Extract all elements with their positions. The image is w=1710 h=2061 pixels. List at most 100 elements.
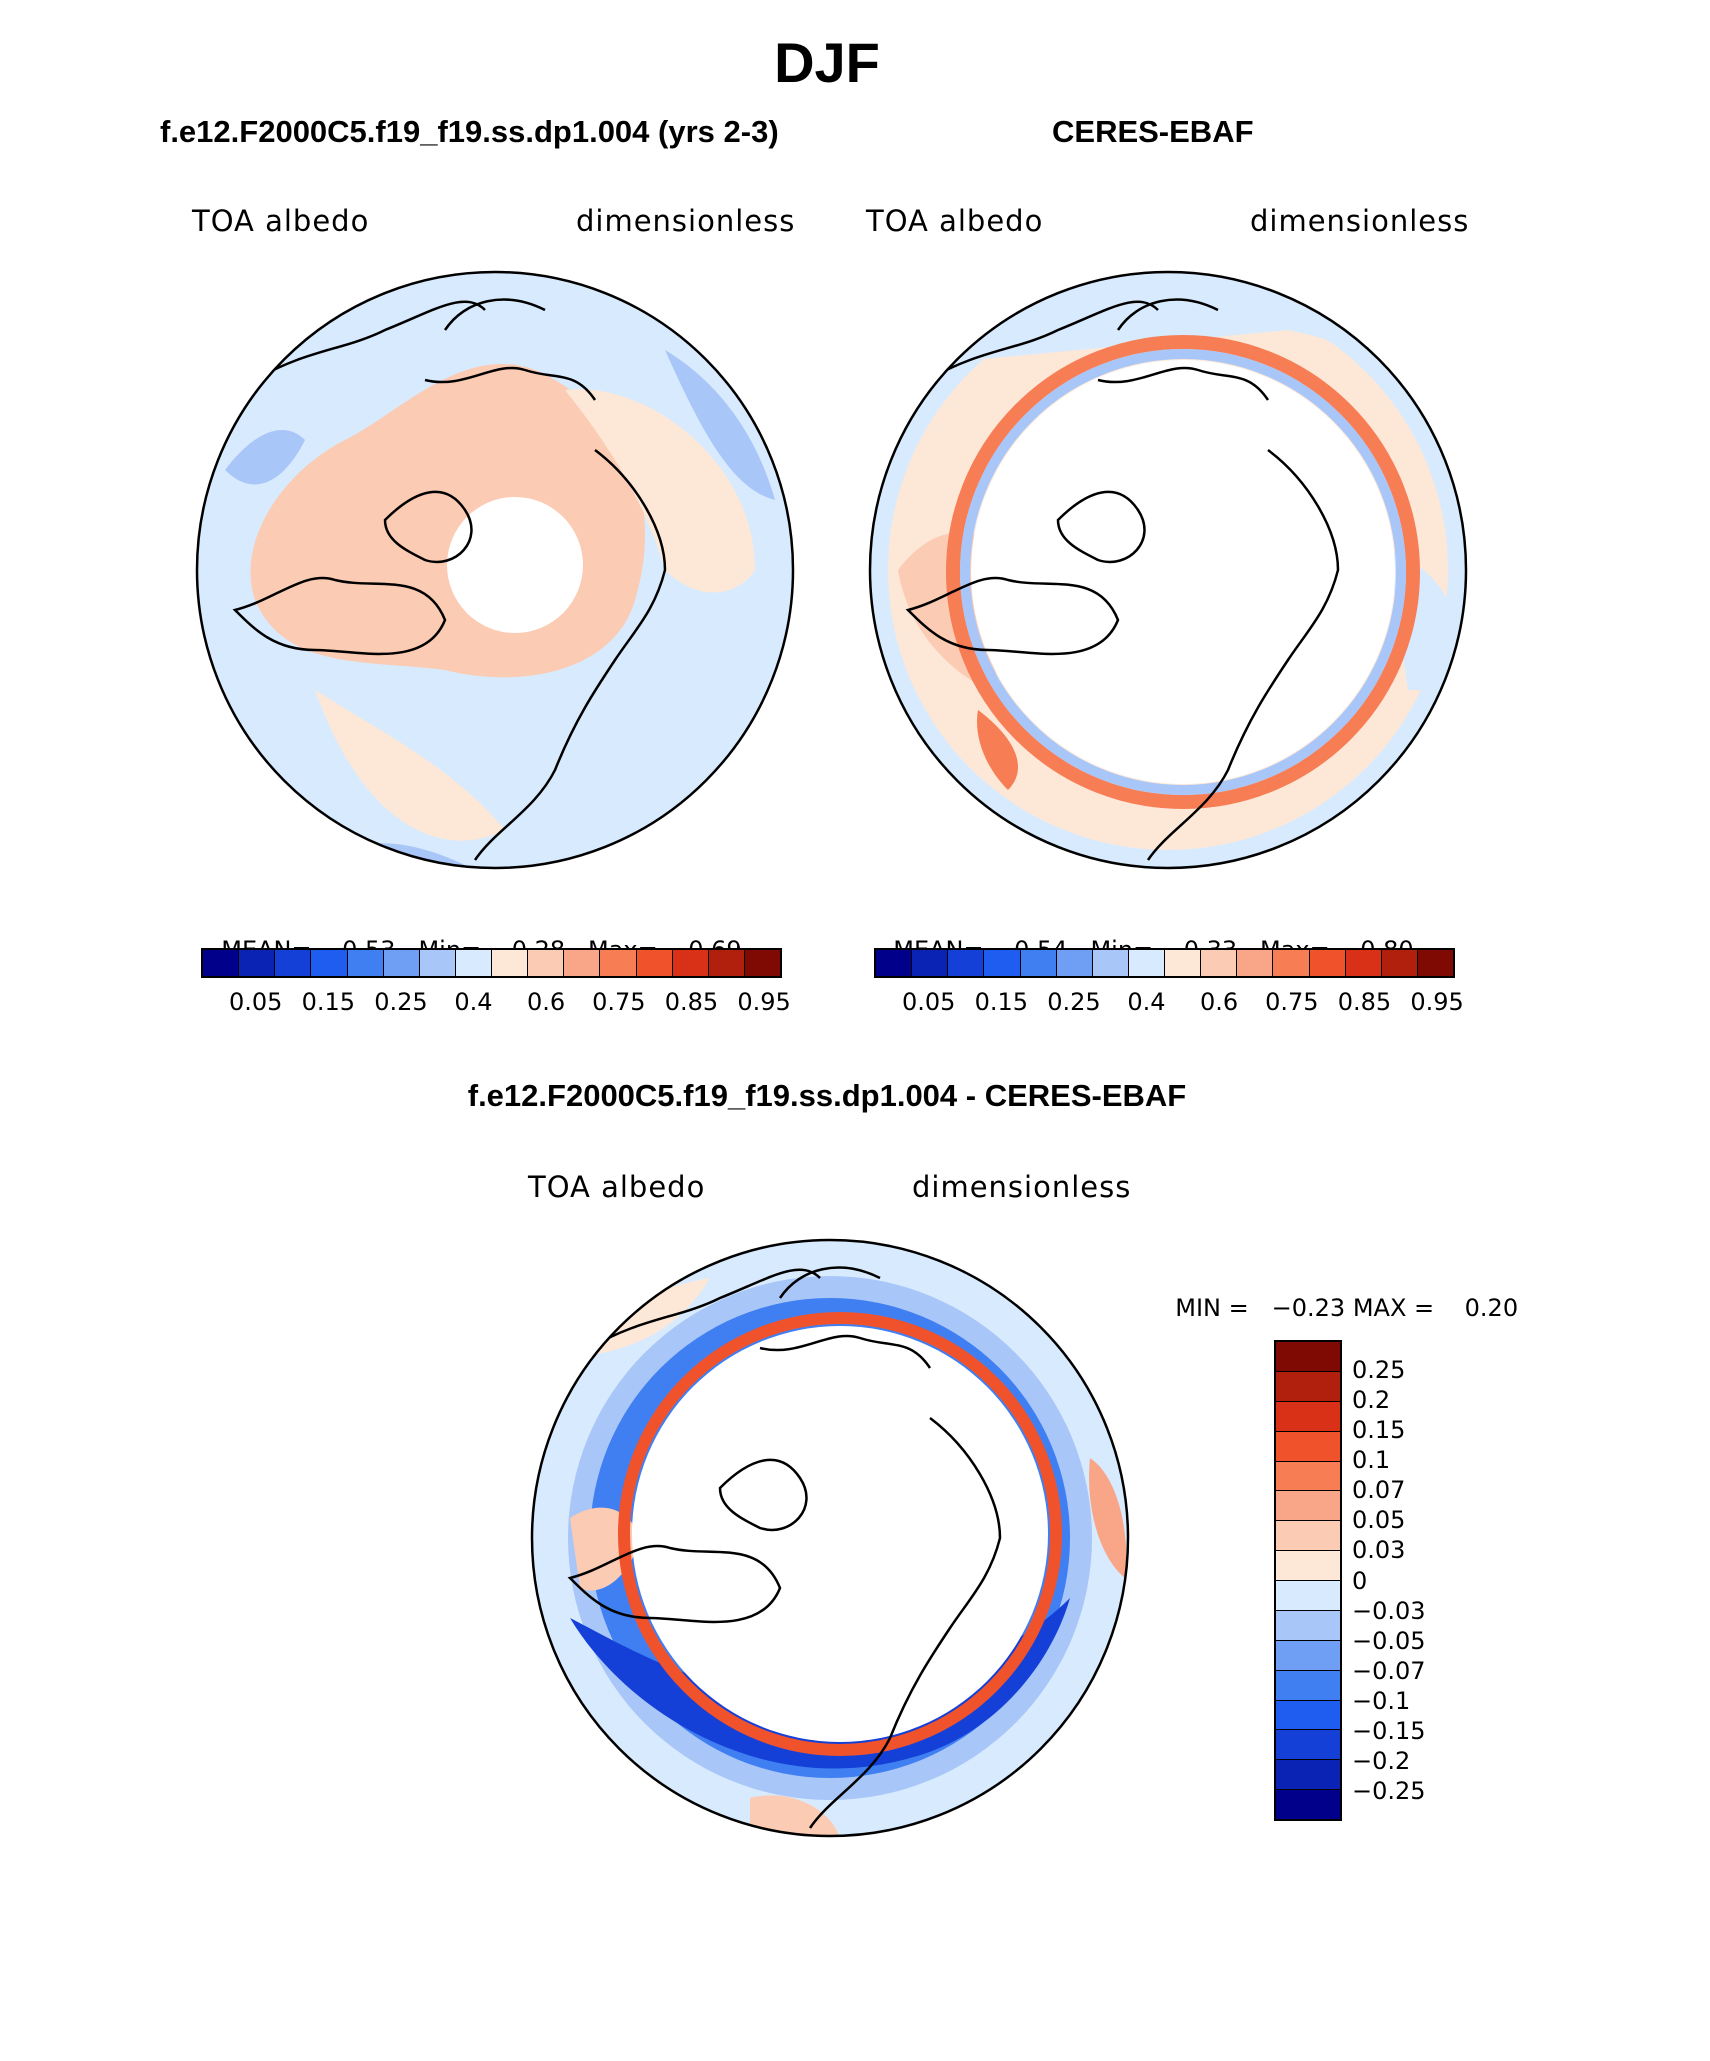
colorbar-swatch xyxy=(492,950,529,976)
colorbar-swatch xyxy=(1345,950,1382,976)
colorbar-swatch xyxy=(383,950,420,976)
diff-units-label: dimensionless xyxy=(912,1170,1132,1204)
diff-title: f.e12.F2000C5.f19_f19.ss.dp1.004 - CERES… xyxy=(467,1078,1187,1113)
colorbar-swatch xyxy=(1381,950,1418,976)
polar-night-no-data xyxy=(447,497,583,633)
pale-warm-region-south xyxy=(315,690,505,841)
colorbar-swatch xyxy=(636,950,673,976)
diff-min-label: MIN = xyxy=(1175,1294,1249,1322)
colorbar-swatch xyxy=(1237,950,1274,976)
colorbar-swatch xyxy=(203,950,240,976)
colorbar-tick-label: −0.1 xyxy=(1352,1686,1411,1715)
colorbar-tick-label: 0.03 xyxy=(1352,1536,1406,1565)
model-case-title: f.e12.F2000C5.f19_f19.ss.dp1.004 (yrs 2-… xyxy=(160,114,779,149)
terminator-ring xyxy=(618,1312,1062,1756)
colorbar-swatch xyxy=(419,950,456,976)
colorbar-swatch xyxy=(1201,950,1238,976)
colorbar-swatch xyxy=(347,950,384,976)
pale-warm-region xyxy=(565,389,755,593)
model-colorbar-labels: 0.05 0.15 0.25 0.4 0.6 0.75 0.85 0.95 xyxy=(201,988,791,1018)
obs-polar-map xyxy=(868,270,1468,870)
coastline-north-america xyxy=(589,1268,932,1369)
colorbar-tick-label: 0.75 xyxy=(1265,988,1319,1016)
figure-title: DJF xyxy=(774,31,880,94)
coastline-greenland xyxy=(232,576,447,656)
colorbar-tick-label: −0.25 xyxy=(1352,1776,1426,1805)
positive-patch-east xyxy=(1089,1458,1127,1578)
colorbar-swatch xyxy=(1276,1431,1340,1462)
colorbar-tick-label: −0.05 xyxy=(1352,1626,1426,1655)
colorbar-swatch xyxy=(600,950,637,976)
colorbar-tick-label: 0 xyxy=(1352,1566,1368,1595)
coastline-alaska xyxy=(443,298,546,331)
polar-night-no-data xyxy=(632,1326,1048,1742)
colorbar-tick-label: −0.03 xyxy=(1352,1596,1426,1625)
colorbar-tick-label: 0.15 xyxy=(1352,1416,1406,1445)
colorbar-swatch xyxy=(1128,950,1165,976)
colorbar-tick-label: −0.07 xyxy=(1352,1656,1426,1685)
coastline-greenland xyxy=(905,576,1120,656)
colorbar-swatch xyxy=(564,950,601,976)
colorbar-swatch xyxy=(1276,1790,1340,1819)
colorbar-swatch xyxy=(708,950,745,976)
colorbar-swatch xyxy=(1276,1581,1340,1611)
colorbar-tick-label: 0.4 xyxy=(1127,988,1166,1016)
colorbar-tick-label: 0.05 xyxy=(228,988,283,1016)
colorbar-tick-label: −0.15 xyxy=(1352,1716,1426,1745)
colorbar-tick-label: 0.15 xyxy=(301,988,356,1016)
colorbar-tick-label: 0.05 xyxy=(1352,1506,1406,1535)
colorbar-tick-label: −0.2 xyxy=(1352,1746,1411,1775)
model-variable-label: TOA albedo xyxy=(192,204,370,238)
colorbar-swatch xyxy=(1276,1521,1340,1552)
colorbar-swatch xyxy=(1417,950,1453,976)
coastline-alaska xyxy=(1116,298,1219,331)
colorbar-tick-label: 0.07 xyxy=(1352,1476,1406,1505)
colorbar-swatch xyxy=(1276,1730,1340,1761)
colorbar-tick-label: 0.4 xyxy=(454,988,493,1016)
coastline-archipelago xyxy=(1056,490,1146,564)
terminator-ring xyxy=(946,335,1420,809)
low-albedo-patch xyxy=(225,430,305,485)
coastline-north-america xyxy=(254,300,597,401)
colorbar-tick-label: 0.25 xyxy=(1352,1356,1406,1385)
colorbar-tick-label: 0.85 xyxy=(664,988,719,1016)
colorbar-swatch xyxy=(1276,1491,1340,1522)
colorbar-swatch xyxy=(239,950,276,976)
colorbar-swatch xyxy=(1165,950,1202,976)
colorbar-swatch xyxy=(1276,1640,1340,1671)
colorbar-swatch xyxy=(1273,950,1310,976)
obs-colorbar-labels: 0.05 0.15 0.25 0.4 0.6 0.75 0.85 0.95 xyxy=(874,988,1464,1018)
colorbar-swatch xyxy=(1276,1551,1340,1581)
colorbar-swatch xyxy=(528,950,565,976)
obs-variable-label: TOA albedo xyxy=(866,204,1044,238)
terminator-inner-ring xyxy=(960,349,1406,795)
diff-variable-label: TOA albedo xyxy=(528,1170,706,1204)
map-boundary xyxy=(530,1238,1130,1838)
colorbar-tick-label: 0.75 xyxy=(592,988,646,1016)
low-albedo-patch-east xyxy=(665,350,775,500)
colorbar-swatch xyxy=(1276,1760,1340,1791)
diff-max-label: MAX = xyxy=(1352,1294,1435,1322)
colorbar-tick-label: 0.2 xyxy=(1352,1386,1391,1415)
colorbar-swatch xyxy=(311,950,348,976)
positive-patch-south xyxy=(750,1795,840,1836)
obs-case-title: CERES-EBAF xyxy=(1052,114,1254,149)
colorbar-swatch xyxy=(1309,950,1346,976)
colorbar-swatch xyxy=(1276,1670,1340,1701)
colorbar-tick-label: 0.05 xyxy=(901,988,956,1016)
coastline-archipelago xyxy=(383,490,473,564)
colorbar-swatch xyxy=(672,950,709,976)
colorbar-swatch xyxy=(1276,1342,1340,1372)
coastline-eurasia xyxy=(473,449,667,861)
model-polar-map xyxy=(195,270,795,870)
colorbar-swatch xyxy=(984,950,1021,976)
colorbar-swatch xyxy=(275,950,312,976)
colorbar-tick-label: 0.6 xyxy=(1199,988,1239,1016)
map-boundary xyxy=(195,270,795,870)
colorbar-tick-label: 0.25 xyxy=(374,988,428,1016)
coastline-archipelago xyxy=(718,1458,808,1532)
high-albedo-patch xyxy=(977,710,1018,790)
diff-max-value: 0.20 xyxy=(1464,1294,1519,1322)
diff-polar-map xyxy=(530,1238,1130,1838)
obs-units-label: dimensionless xyxy=(1250,204,1470,238)
